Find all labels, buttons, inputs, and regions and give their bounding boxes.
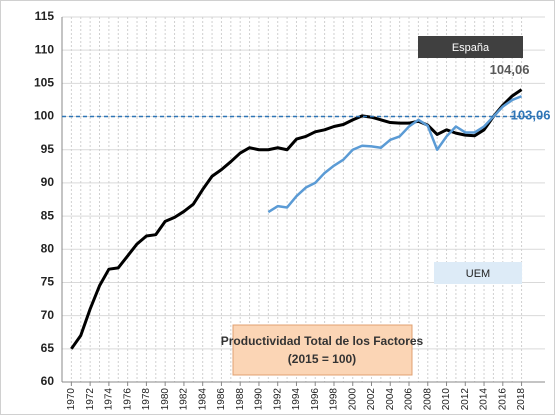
x-tick-label: 1996	[310, 388, 321, 411]
y-tick-label: 115	[35, 9, 55, 23]
chart-title: Productividad Total de los Factores	[221, 334, 424, 348]
x-tick-label: 2000	[347, 388, 358, 411]
x-tick-label: 2002	[366, 388, 377, 411]
x-tick-label: 1974	[104, 388, 115, 411]
y-tick-label: 60	[41, 374, 55, 388]
x-tick-label: 1980	[160, 388, 171, 411]
y-tick-label: 85	[41, 208, 55, 222]
chart-subtitle: (2015 = 100)	[288, 352, 356, 366]
x-tick-label: 2004	[385, 388, 396, 411]
series-line	[70, 88, 523, 350]
x-tick-label: 2012	[460, 388, 471, 411]
x-tick-label: 1976	[122, 388, 133, 411]
x-tick-label: 1984	[197, 388, 208, 411]
x-tick-label: 1986	[216, 388, 227, 411]
x-tick-label: 1972	[85, 388, 96, 411]
y-tick-label: 70	[41, 308, 55, 322]
x-tick-label: 1970	[66, 388, 77, 411]
x-tick-label: 1998	[329, 388, 340, 411]
legend-label: UEM	[466, 268, 490, 280]
value-label: 103,06	[511, 108, 551, 123]
y-tick-label: 95	[41, 142, 55, 156]
x-tick-label: 1990	[254, 388, 265, 411]
x-tick-label: 2018	[516, 388, 527, 411]
x-tick-label: 1992	[272, 388, 283, 411]
y-tick-label: 105	[34, 76, 54, 90]
legend-label: España	[452, 42, 490, 54]
x-tick-label: 2008	[422, 388, 433, 411]
y-tick-label: 100	[34, 109, 54, 123]
x-tick-label: 2014	[479, 388, 490, 411]
legend-box	[434, 262, 522, 284]
title-box	[232, 324, 413, 376]
y-tick-label: 75	[41, 275, 55, 289]
legend-box	[418, 36, 523, 58]
y-tick-label: 90	[41, 175, 55, 189]
x-tick-label: 2006	[404, 388, 415, 411]
y-tick-label: 65	[41, 341, 55, 355]
x-tick-label: 1994	[291, 388, 302, 411]
series-line	[267, 95, 523, 214]
x-tick-label: 2010	[441, 388, 452, 411]
y-tick-label: 110	[35, 42, 55, 56]
x-tick-label: 2016	[497, 388, 508, 411]
x-tick-label: 1988	[235, 388, 246, 411]
value-label: 104,06	[490, 62, 530, 77]
y-tick-label: 80	[41, 241, 55, 255]
x-tick-label: 1982	[179, 388, 190, 411]
x-tick-label: 1978	[141, 388, 152, 411]
